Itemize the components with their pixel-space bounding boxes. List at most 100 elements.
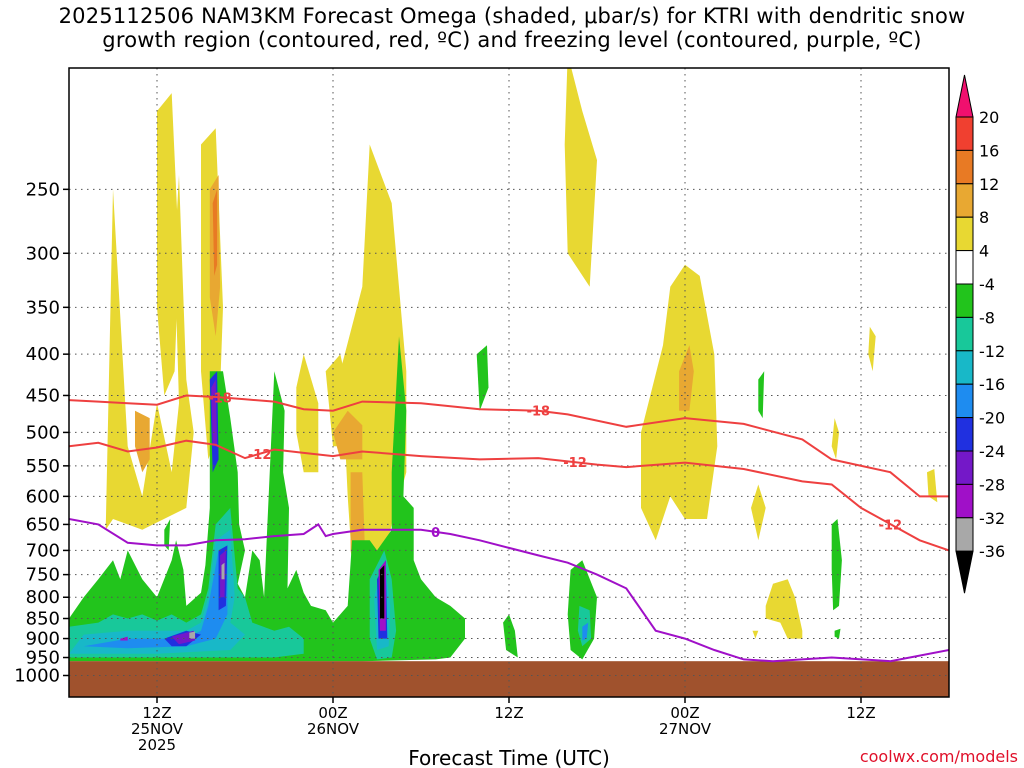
omega-region-20: [69, 336, 465, 662]
colorbar-band-4: [955, 216, 974, 252]
credit-text: coolwx.com/models: [859, 747, 1018, 766]
x-axis-title: Forecast Time (UTC): [408, 746, 610, 768]
colorbar-label-2: 12: [979, 175, 999, 194]
contour-label-3: -12: [563, 456, 587, 471]
colorbar-band-6: [955, 283, 974, 318]
contour-label-4: -12: [879, 518, 903, 533]
y-tick-label-500: 500: [26, 422, 60, 443]
x-tick-label-6-0: 12Z: [142, 704, 171, 722]
ground-layer: [69, 661, 949, 697]
omega-region-19: [212, 189, 218, 276]
y-axis: 2503003504004505005506006507007508008509…: [14, 179, 69, 687]
colorbar-label-4: 4: [979, 242, 989, 261]
colorbar-band-11: [955, 450, 974, 485]
omega-region-26: [164, 519, 171, 551]
colorbar-label-12: -32: [979, 509, 1005, 528]
contour-label-5: 0: [431, 526, 440, 541]
grid-lines: [69, 68, 949, 697]
omega-region-25: [758, 371, 765, 419]
omega-region-9: [831, 418, 839, 460]
omega-region-24: [831, 519, 842, 611]
omega-region-14: [135, 410, 150, 473]
colorbar-band-10: [955, 417, 974, 452]
y-tick-label-650: 650: [26, 514, 60, 535]
omega-shading: [69, 68, 938, 662]
omega-region-21: [476, 345, 489, 411]
x-tick-label-6-2: 2025: [138, 736, 176, 754]
y-tick-label-350: 350: [26, 297, 60, 318]
contour-1: [69, 439, 949, 552]
x-tick-label-6-1: 25NOV: [131, 720, 184, 738]
y-tick-label-800: 800: [26, 587, 60, 608]
y-tick-label-1000: 1000: [14, 666, 60, 687]
colorbar-band-9: [955, 383, 974, 419]
omega-region-34: [582, 622, 589, 641]
omega-region-6: [564, 68, 597, 287]
omega-region-22: [503, 614, 518, 658]
omega-region-11: [927, 469, 938, 503]
x-tick-label-30-0: 12Z: [494, 704, 523, 722]
y-tick-label-450: 450: [26, 385, 60, 406]
x-tick-label-18-1: 26NOV: [307, 720, 360, 738]
colorbar-label-3: 8: [979, 208, 989, 227]
contour-label-0: -18: [208, 391, 232, 406]
contour-label-1: -18: [527, 405, 551, 420]
y-tick-label-250: 250: [26, 179, 60, 200]
y-tick-label-950: 950: [26, 648, 60, 669]
omega-region-10: [868, 326, 876, 372]
omega-region-18: [679, 345, 694, 411]
colorbar-label-13: -36: [979, 542, 1005, 561]
colorbar: 20 16 12 8 4 -4 -8 -12 -16 -20 -24 -28 -32 -36: [955, 74, 1005, 594]
omega-region-1: [157, 93, 179, 396]
title-line-2: growth region (contoured, red, ºC) and f…: [102, 28, 922, 52]
colorbar-label-1: 16: [979, 141, 999, 160]
colorbar-label-0: 20: [979, 108, 999, 127]
x-tick-label-18-0: 00Z: [318, 704, 347, 722]
colorbar-band-2: [955, 149, 974, 185]
y-tick-label-900: 900: [26, 629, 60, 650]
y-tick-label-700: 700: [26, 540, 60, 561]
y-tick-label-550: 550: [26, 456, 60, 477]
colorbar-arrow-top: [955, 74, 974, 118]
colorbar-label-9: -20: [979, 409, 1005, 428]
y-tick-label-850: 850: [26, 609, 60, 630]
contour-lines: -18 -18 -12 -12 -12 0: [69, 391, 949, 663]
x-tick-label-42-1: 27NOV: [659, 720, 712, 738]
colorbar-label-10: -24: [979, 442, 1005, 461]
omega-region-3: [296, 354, 319, 473]
omega-region-28: [69, 507, 304, 658]
colorbar-band-3: [955, 183, 974, 218]
colorbar-label-8: -16: [979, 375, 1005, 394]
chart-title: 2025112506 NAM3KM Forecast Omega (shaded…: [0, 4, 1024, 52]
y-tick-label-750: 750: [26, 565, 60, 586]
colorbar-band-13: [955, 517, 974, 552]
title-line-1: 2025112506 NAM3KM Forecast Omega (shaded…: [58, 4, 966, 28]
omega-region-45: [221, 562, 225, 580]
colorbar-band-12: [955, 483, 974, 519]
colorbar-label-5: -4: [979, 275, 995, 294]
colorbar-band-8: [955, 350, 974, 385]
contour-label-2: -12: [248, 448, 272, 463]
colorbar-arrow-bottom: [955, 550, 974, 594]
colorbar-band-1: [955, 116, 974, 151]
colorbar-label-7: -12: [979, 342, 1005, 361]
y-tick-label-300: 300: [26, 243, 60, 264]
omega-region-44: [189, 631, 196, 639]
omega-region-31: [69, 529, 245, 654]
omega-region-13: [752, 630, 759, 639]
x-tick-label-54-0: 12Z: [846, 704, 875, 722]
omega-region-16: [333, 410, 363, 460]
colorbar-band-7: [955, 316, 974, 352]
omega-region-46: [379, 565, 385, 619]
contour-2: [69, 518, 949, 663]
y-tick-label-600: 600: [26, 486, 60, 507]
x-tick-label-42-0: 00Z: [670, 704, 699, 722]
contour-0: [69, 394, 949, 498]
omega-region-39: [171, 630, 196, 645]
y-tick-label-400: 400: [26, 344, 60, 365]
omega-region-27: [834, 628, 841, 639]
omega-region-12: [765, 579, 803, 639]
colorbar-label-6: -8: [979, 308, 995, 327]
